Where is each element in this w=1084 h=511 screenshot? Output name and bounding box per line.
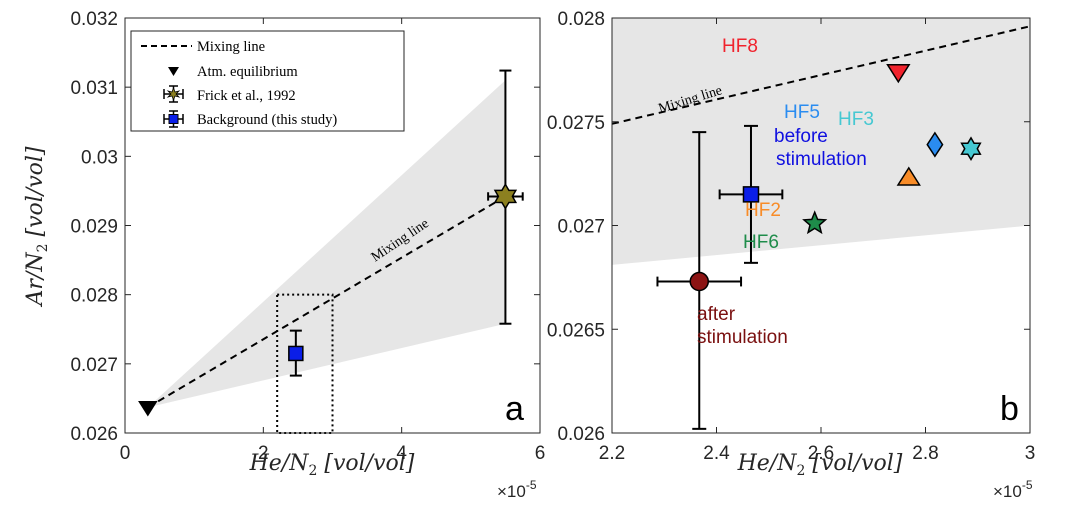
- point-atm-equilibrium: [138, 401, 158, 417]
- panel-a-xlabel: He/N2 [vol/vol]: [249, 451, 415, 479]
- panel-b-x-exponent-base: ×10: [993, 482, 1022, 501]
- panel-a-xtick-label: 6: [535, 443, 546, 464]
- panel-a-xlabel-sub: 2: [308, 463, 317, 479]
- panel-b-ytick-label: 0.028: [557, 9, 605, 30]
- annotation-before: before: [774, 126, 828, 147]
- panel-a-xlabel-text: He/N: [249, 451, 310, 476]
- panel-a-ytick-label: 0.027: [70, 355, 118, 376]
- legend-atm-equilibrium: Atm. equilibrium: [197, 64, 298, 80]
- point-hf5: [926, 131, 944, 158]
- panel-a-label: a: [505, 390, 524, 428]
- panel-a-xtick-label: 0: [120, 443, 131, 464]
- panel-a-ticks: 0 2 4 6 0.026 0.027 0.028 0.029 0.03 0.031 0.032: [70, 9, 545, 464]
- panel-a-mixing-line: [147, 195, 506, 409]
- point-background-this-study: [288, 345, 304, 362]
- panel-b-ytick-label: 0.027: [557, 217, 605, 238]
- annotation-after-stimulation: stimulation: [697, 327, 788, 348]
- panel-b-x-exponent: ×10-5: [993, 478, 1033, 501]
- panel-a-xtick-label: 4: [396, 443, 407, 464]
- panel-a-legend: Mixing line Atm. equilibrium Frick et al…: [130, 30, 405, 132]
- panel-a-ytick-label: 0.031: [70, 78, 118, 99]
- panel-b-xlabel: He/N2 [vol/vol]: [737, 451, 903, 479]
- point-hf8: [886, 64, 911, 84]
- panel-b-ytick-label: 0.0275: [547, 113, 605, 134]
- panel-b-xtick-label: 2.2: [599, 443, 625, 464]
- panel-b-label: b: [1000, 390, 1019, 428]
- panel-a-ylabel-sub: 2: [35, 244, 51, 253]
- label-hf6: HF6: [743, 232, 779, 253]
- panel-a-ytick-label: 0.026: [70, 424, 118, 445]
- point-after-stimulation: [689, 271, 710, 292]
- point-hf2: [896, 166, 921, 186]
- panel-a: Mixing line 0 2 4 6 0.026 0.027 0.028 0.029 0.03…: [23, 9, 545, 501]
- panel-b: Mixing line 2.2 2.4 2.6 2.8 30.0260.02650.02…: [547, 9, 1035, 501]
- panel-b-xlabel-text: He/N: [737, 451, 798, 476]
- legend-frick-swatch: [163, 85, 184, 103]
- point-frick-et-al-1992: [493, 182, 518, 210]
- panel-a-x-exponent-power: -5: [526, 478, 537, 492]
- annotation-before-stimulation: stimulation: [776, 149, 867, 170]
- annotation-after: after: [697, 304, 736, 325]
- panel-b-xlabel-units: [vol/vol]: [805, 451, 902, 476]
- panel-b-points: [656, 64, 982, 430]
- panel-b-xtick-label: 2.8: [912, 443, 938, 464]
- panel-b-x-exponent-power: -5: [1022, 478, 1033, 492]
- panel-a-points: [138, 69, 524, 417]
- label-hf5: HF5: [784, 102, 820, 123]
- legend-background: Background (this study): [197, 112, 337, 128]
- legend-frick: Frick et al., 1992: [197, 88, 296, 104]
- label-hf3: HF3: [838, 109, 874, 130]
- panel-b-xtick-label: 2.4: [703, 443, 730, 464]
- panel-a-ytick-label: 0.032: [70, 9, 118, 30]
- panel-b-xlabel-sub: 2: [796, 463, 805, 479]
- panel-a-ylabel-units: [vol/vol]: [23, 146, 48, 243]
- panel-b-ytick-label: 0.026: [557, 424, 605, 445]
- panel-b-ytick-label: 0.0265: [547, 320, 605, 341]
- gray-band-area: [147, 80, 506, 408]
- point-before-stimulation: [742, 186, 760, 203]
- legend-mixing-line: Mixing line: [197, 39, 265, 55]
- label-hf8: HF8: [722, 36, 758, 57]
- panel-b-ticks: 2.2 2.4 2.6 2.8 3 0.026 0.0265 0.027 0.0275 0.028: [547, 9, 1035, 464]
- panel-a-x-exponent: ×10-5: [497, 478, 537, 501]
- panel-a-gray-band: [147, 80, 506, 408]
- panel-b-xtick-label: 3: [1025, 443, 1036, 464]
- panel-b-gray-band: [612, 18, 1030, 265]
- gray-band-area: [612, 18, 1030, 265]
- legend-atm-swatch: [168, 67, 179, 76]
- panel-a-ylabel-text: Ar/N: [23, 252, 48, 308]
- panel-b-xtick-label: 2.6: [808, 443, 834, 464]
- point-hf6: [802, 210, 828, 235]
- panel-a-xtick-label: 2: [258, 443, 269, 464]
- panel-a-ytick-label: 0.03: [81, 147, 118, 168]
- panel-a-ylabel: Ar/N2 [vol/vol]: [23, 146, 51, 307]
- point-hf3: [960, 136, 982, 161]
- panel-a-x-exponent-base: ×10: [497, 482, 526, 501]
- mixing-line-path: [147, 195, 506, 409]
- panel-a-ytick-label: 0.028: [70, 286, 118, 307]
- legend-background-swatch: [163, 110, 184, 128]
- label-hf2: HF2: [745, 200, 781, 221]
- panel-a-xlabel-units: [vol/vol]: [317, 451, 414, 476]
- panel-a-ytick-label: 0.029: [70, 217, 118, 238]
